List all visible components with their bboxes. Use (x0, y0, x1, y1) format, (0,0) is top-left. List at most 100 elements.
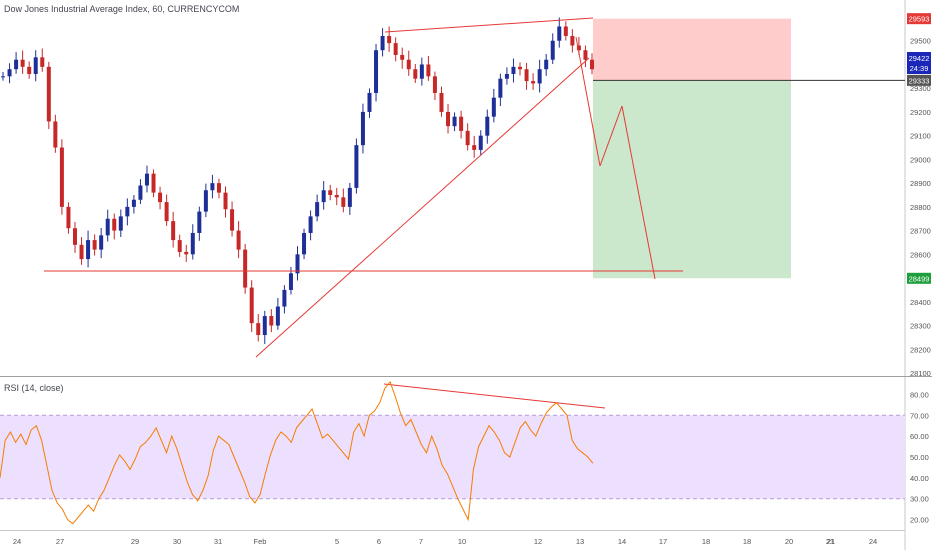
candle-body (177, 240, 182, 252)
price-tick-label: 29300 (910, 84, 931, 93)
candle-body (92, 240, 97, 250)
candle-body (400, 54, 405, 60)
price-tick-label: 28200 (910, 345, 931, 354)
candle-body (46, 66, 51, 122)
projection-leg-2 (599, 105, 623, 167)
candle-body (99, 235, 104, 250)
candle-body (223, 192, 228, 210)
candle-body (531, 81, 536, 84)
rsi-divergence-line (383, 383, 606, 409)
candle-body (14, 59, 19, 70)
candle-body (282, 289, 287, 307)
candle-body (158, 192, 163, 203)
candle-body (387, 35, 392, 44)
candle-body (360, 111, 365, 146)
last-price-label: 29422 (909, 54, 930, 63)
candle-body (131, 199, 136, 207)
candles-group (1, 17, 594, 345)
candle-body (583, 50, 588, 60)
candle-body (426, 64, 431, 77)
candle-body (570, 35, 575, 46)
candle-body (275, 306, 280, 326)
candle-body (59, 147, 64, 207)
candle-body (7, 69, 12, 77)
candle-body (537, 69, 542, 84)
candle-body (465, 130, 470, 146)
target-price-label: 28499 (909, 274, 930, 283)
time-tick-label: 24 (13, 537, 21, 546)
trendlines-group (44, 17, 683, 409)
candle-body (518, 66, 523, 70)
candle-body (576, 45, 581, 51)
time-tick-label: 5 (335, 537, 339, 546)
candle-body (269, 316, 274, 326)
candle-body (452, 116, 457, 127)
candle-body (53, 121, 58, 148)
candle-body (138, 185, 143, 200)
candle-body (256, 323, 261, 336)
time-tick-label: 17 (659, 537, 667, 546)
candle-body (439, 92, 444, 112)
candle-body (341, 197, 346, 207)
chart-title: Dow Jones Industrial Average Index, 60, … (4, 4, 240, 14)
time-tick-label: 12 (534, 537, 542, 546)
candle-body (406, 59, 411, 70)
candle-body (413, 69, 418, 79)
price-tick-label: 28700 (910, 227, 931, 236)
rsi-tick-label: 70.00 (910, 411, 929, 420)
candle-body (334, 195, 339, 198)
candle-body (419, 64, 424, 79)
candle-body (511, 66, 516, 74)
time-tick-label: 21 (827, 537, 835, 546)
candle-body (72, 228, 77, 245)
candle-body (249, 287, 254, 324)
candle-body (1, 76, 5, 78)
candle-body (367, 92, 372, 112)
candle-body (243, 249, 248, 288)
candle-body (544, 59, 549, 70)
candle-body (86, 240, 91, 260)
candle-body (328, 190, 333, 195)
candle-body (308, 216, 313, 233)
price-tick-label: 28100 (910, 369, 931, 378)
candle-body (262, 316, 267, 336)
time-tick-label: 29 (131, 537, 139, 546)
projection-leg-3 (621, 105, 656, 280)
candle-body (380, 35, 385, 51)
candle-body (550, 40, 555, 60)
take-profit-zone (593, 80, 791, 279)
candle-body (504, 73, 509, 79)
rsi-line (0, 380, 594, 525)
price-tick-label: 28900 (910, 179, 931, 188)
candle-body (203, 190, 208, 212)
candle-body (302, 232, 307, 255)
candle-body (295, 254, 300, 274)
current-price-label: 29333 (909, 76, 930, 85)
time-tick-label: 14 (618, 537, 626, 546)
candle-body (557, 26, 562, 41)
rsi-tick-label: 40.00 (910, 474, 929, 483)
time-tick-label: 31 (214, 537, 222, 546)
candle-body (79, 244, 84, 260)
candle-body (151, 173, 156, 193)
stop-price-badge: 29593 (907, 13, 931, 25)
rsi-tick-label: 30.00 (910, 495, 929, 504)
time-tick-label: 18 (743, 537, 751, 546)
stop-loss-zone (593, 18, 791, 81)
candle-body (236, 230, 241, 250)
candle-body (190, 232, 195, 255)
candle-body (321, 190, 326, 203)
candle-body (485, 116, 490, 136)
time-tick-label: 13 (576, 537, 584, 546)
candle-body (125, 206, 130, 217)
rsi-title: RSI (14, close) (4, 383, 64, 393)
candle-body (563, 26, 568, 36)
candle-body (216, 183, 221, 193)
candle-body (354, 145, 359, 188)
candle-body (118, 216, 123, 231)
candle-body (66, 206, 71, 229)
candle-body (210, 183, 215, 191)
candle-body (315, 202, 320, 217)
last-price-badge: 29422 24:39 (907, 52, 931, 74)
